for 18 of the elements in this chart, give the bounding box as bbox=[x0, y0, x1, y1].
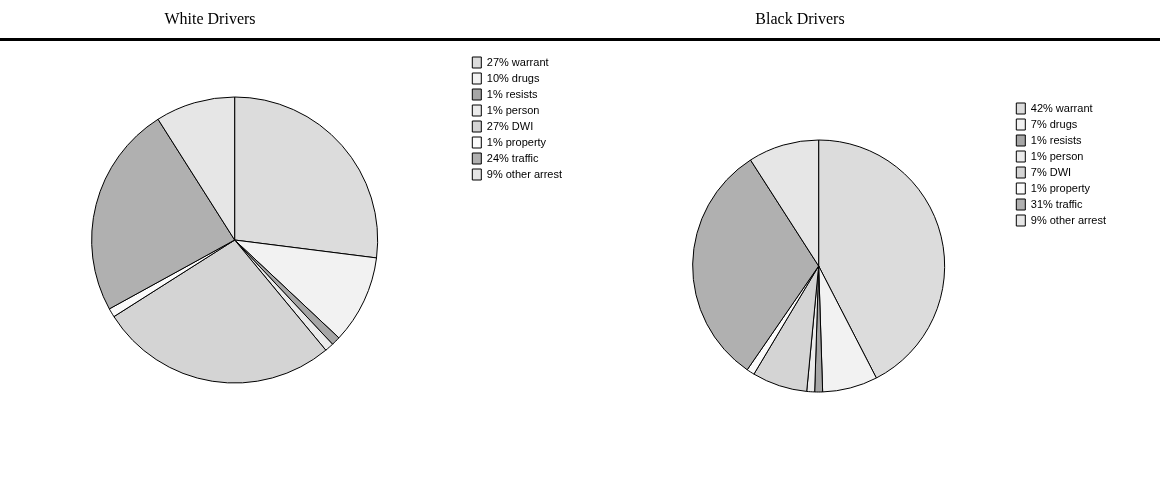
legend-label: 9% other arrest bbox=[1030, 213, 1106, 226]
legend-label: 9% other arrest bbox=[486, 167, 562, 180]
legend-label: 27% DWI bbox=[486, 119, 534, 132]
legend-label: 27% warrant bbox=[486, 55, 549, 68]
legend-label: 1% property bbox=[1030, 181, 1091, 194]
legend-label: 24% traffic bbox=[486, 151, 540, 164]
legend-label: 7% drugs bbox=[1030, 117, 1078, 130]
legend-label: 1% resists bbox=[486, 87, 539, 100]
legend-label: 1% resists bbox=[1030, 133, 1083, 146]
chart-title: Black Drivers bbox=[754, 10, 846, 28]
legend-label: 1% person bbox=[1030, 149, 1084, 162]
legend-label: 42% warrant bbox=[1030, 101, 1093, 114]
legend-label: 10% drugs bbox=[486, 71, 540, 84]
chart-title: White Drivers bbox=[163, 10, 257, 28]
legend-label: 31% traffic bbox=[1030, 197, 1084, 210]
legend-label: 1% property bbox=[486, 135, 547, 148]
legend-label: 7% DWI bbox=[1030, 165, 1072, 178]
legend-label: 1% person bbox=[486, 103, 540, 116]
